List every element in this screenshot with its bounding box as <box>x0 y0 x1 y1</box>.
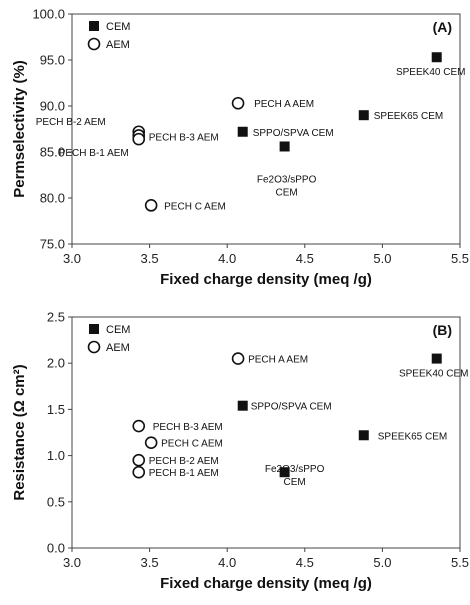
point-label-line: PECH B-3 AEM <box>149 132 219 143</box>
point-label: Fe2O3/sPPO CEM <box>257 174 317 198</box>
y-tick-label: 100.0 <box>32 7 65 22</box>
legend-marker-aem <box>87 37 101 51</box>
point-label: PECH A AEM <box>248 355 308 366</box>
point-label-line: CEM <box>284 477 306 488</box>
point-label: PECH A AEM <box>254 99 314 110</box>
point-label: Fe2O3/sPPO CEM <box>265 464 325 488</box>
x-tick-label: 4.0 <box>218 555 236 570</box>
point-label-line: PECH A AEM <box>248 355 308 366</box>
point-label-line: PECH B-3 AEM <box>153 422 223 433</box>
point-label-line: SPPO/SPVA CEM <box>253 128 334 139</box>
point-label-line: PECH B-2 AEM <box>149 456 219 467</box>
legend-marker-cem <box>89 21 99 31</box>
point-label-line: SPEEK40 CEM <box>396 67 465 78</box>
point-label: SPEEK40 CEM <box>396 67 465 78</box>
point-label: PECH B-1 AEM <box>59 148 129 159</box>
y-tick-label: 2.5 <box>47 310 65 325</box>
y-tick-label: 1.0 <box>47 448 65 463</box>
point-label-line: SPPO/SPVA CEM <box>251 402 332 413</box>
point-label: SPPO/SPVA CEM <box>253 128 334 139</box>
data-point-aem <box>231 96 245 110</box>
data-point-cem <box>431 353 442 364</box>
data-point-aem <box>144 199 158 212</box>
legend: CEM AEM <box>87 324 130 354</box>
y-tick-label: 90.0 <box>40 99 65 114</box>
panel-label: (B) <box>433 322 452 338</box>
point-label-line: PECH A AEM <box>254 99 314 110</box>
point-label: SPPO/SPVA CEM <box>251 402 332 413</box>
point-label-line: PECH B-1 AEM <box>149 468 219 479</box>
x-axis-title: Fixed charge density (meq /g) <box>160 575 372 592</box>
y-tick-label: 2.0 <box>47 356 65 371</box>
data-point-cem <box>431 52 442 63</box>
y-tick-label: 85.0 <box>40 145 65 160</box>
x-tick-label: 3.0 <box>63 555 81 570</box>
data-point-cem <box>279 141 290 152</box>
legend-label-aem: AEM <box>106 342 130 354</box>
y-tick-label: 0.0 <box>47 541 65 556</box>
plot-frame <box>71 316 461 549</box>
point-label-line: SPEEK65 CEM <box>378 431 447 442</box>
data-point-aem <box>132 465 146 479</box>
point-label: PECH B-3 AEM <box>149 132 219 143</box>
legend-label-cem: CEM <box>106 21 130 33</box>
x-tick-label: 4.5 <box>296 251 314 266</box>
x-tick-label: 3.0 <box>63 251 81 266</box>
point-label-line: PECH B-1 AEM <box>59 148 129 159</box>
legend-label-aem: AEM <box>106 39 130 51</box>
point-label-line: Fe2O3/sPPO <box>257 174 317 185</box>
x-tick-label: 3.5 <box>141 251 159 266</box>
legend-marker-aem <box>87 340 101 354</box>
data-point-aem <box>231 352 245 365</box>
data-point-aem <box>132 419 146 433</box>
x-tick-label: 5.0 <box>373 555 391 570</box>
y-axis-title: Resistance (Ω cm²) <box>11 364 28 500</box>
point-label: PECH C AEM <box>164 201 226 212</box>
y-tick-label: 95.0 <box>40 53 65 68</box>
y-tick-label: 0.5 <box>47 494 65 509</box>
x-tick-label: 5.5 <box>451 251 469 266</box>
y-tick-label: 80.0 <box>40 191 65 206</box>
x-tick-label: 4.5 <box>296 555 314 570</box>
legend-marker-cem <box>89 324 99 334</box>
point-label: SPEEK65 CEM <box>374 111 443 122</box>
legend-label-cem: CEM <box>106 324 130 336</box>
scatter-panel-a: 3.0 3.5 4.0 4.5 5.0 5.5 75.0 80.0 85.0 90.0 95.0 10… <box>11 7 469 289</box>
point-label-line: Fe2O3/sPPO <box>265 464 325 475</box>
data-point-aem <box>144 436 158 449</box>
point-label: PECH B-3 AEM <box>153 422 223 433</box>
data-point-cem <box>237 126 248 137</box>
point-label-line: SPEEK40 CEM <box>399 369 468 380</box>
scatter-panel-b: 3.0 3.5 4.0 4.5 5.0 5.5 0.0 0.5 1.0 1.5 2.0 2.5 Fixe… <box>11 310 469 593</box>
plot-frame <box>71 13 461 245</box>
data-point-aem <box>132 453 146 467</box>
data-point-aem <box>132 132 146 146</box>
x-tick-label: 5.5 <box>451 555 469 570</box>
point-label-line: SPEEK65 CEM <box>374 111 443 122</box>
point-label: PECH B-2 AEM <box>149 456 219 467</box>
point-label-line: PECH C AEM <box>164 201 226 212</box>
point-label-line: PECH B-2 AEM <box>36 117 106 128</box>
x-tick-label: 4.0 <box>218 251 236 266</box>
y-axis-title: Permselectivity (%) <box>11 60 28 198</box>
point-label: PECH B-2 AEM <box>36 117 106 128</box>
data-point-cem <box>279 467 290 478</box>
x-axis-title: Fixed charge density (meq /g) <box>160 271 372 288</box>
y-tick-label: 1.5 <box>47 402 65 417</box>
data-point-cem <box>358 110 369 121</box>
point-label: PECH B-1 AEM <box>149 468 219 479</box>
y-tick-label: 75.0 <box>40 237 65 252</box>
point-label: SPEEK65 CEM <box>378 431 447 442</box>
point-label-line: PECH C AEM <box>161 439 223 450</box>
data-point-cem <box>237 400 248 411</box>
point-label: SPEEK40 CEM <box>399 369 468 380</box>
point-label: PECH C AEM <box>161 439 223 450</box>
x-tick-label: 5.0 <box>373 251 391 266</box>
point-label-line: CEM <box>276 187 298 198</box>
data-point-cem <box>358 430 369 441</box>
x-tick-label: 3.5 <box>141 555 159 570</box>
panel-label: (A) <box>433 19 452 35</box>
legend: CEM AEM <box>87 21 130 51</box>
